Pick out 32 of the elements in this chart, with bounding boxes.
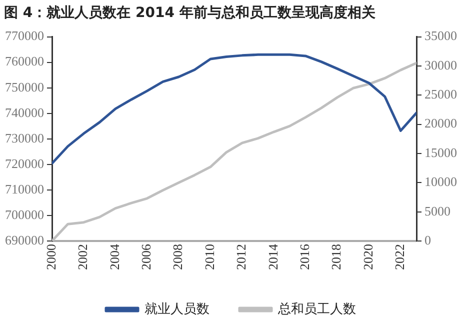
- x-tick-label: 2012: [234, 244, 249, 270]
- y2-tick-label: 10000: [424, 174, 457, 190]
- y-tick-label: 740000: [5, 104, 44, 120]
- x-tick-label: 2000: [43, 244, 58, 270]
- y-tick-label: 770000: [5, 28, 44, 44]
- x-tick-label: 2014: [265, 244, 280, 270]
- x-tick-label: 2004: [106, 244, 122, 270]
- x-tick-label: 2020: [360, 244, 376, 270]
- x-tick-label: 2006: [138, 244, 154, 270]
- y2-tick-label: 5000: [424, 203, 450, 218]
- y-tick-label: 710000: [5, 181, 44, 196]
- x-tick-label: 2002: [75, 244, 90, 270]
- y-tick-label: 700000: [5, 206, 44, 222]
- legend-label: 就业人员数: [144, 302, 210, 317]
- y2-tick-label: 35000: [424, 28, 457, 44]
- chart-title: 图 4：就业人员数在 2014 年前与总和员工数呈现高度相关: [3, 4, 376, 23]
- y-tick-label: 730000: [5, 130, 44, 146]
- x-tick-label: 2008: [170, 244, 186, 270]
- y2-tick-label: 30000: [424, 57, 457, 72]
- y-tick-label: 750000: [5, 79, 44, 94]
- y2-tick-label: 15000: [424, 144, 457, 160]
- legend-label: 总和员工人数: [277, 302, 356, 317]
- y2-tick-label: 20000: [424, 116, 457, 131]
- x-tick-label: 2016: [296, 244, 312, 270]
- y-tick-label: 760000: [5, 54, 44, 69]
- y2-tick-label: 25000: [424, 86, 457, 102]
- y2-tick-label: 0: [424, 232, 431, 248]
- y-tick-label: 720000: [5, 156, 44, 171]
- x-tick-label: 2010: [202, 244, 217, 270]
- x-tick-label: 2018: [328, 244, 344, 270]
- y-tick-label: 690000: [5, 232, 44, 248]
- x-tick-label: 2022: [392, 244, 408, 270]
